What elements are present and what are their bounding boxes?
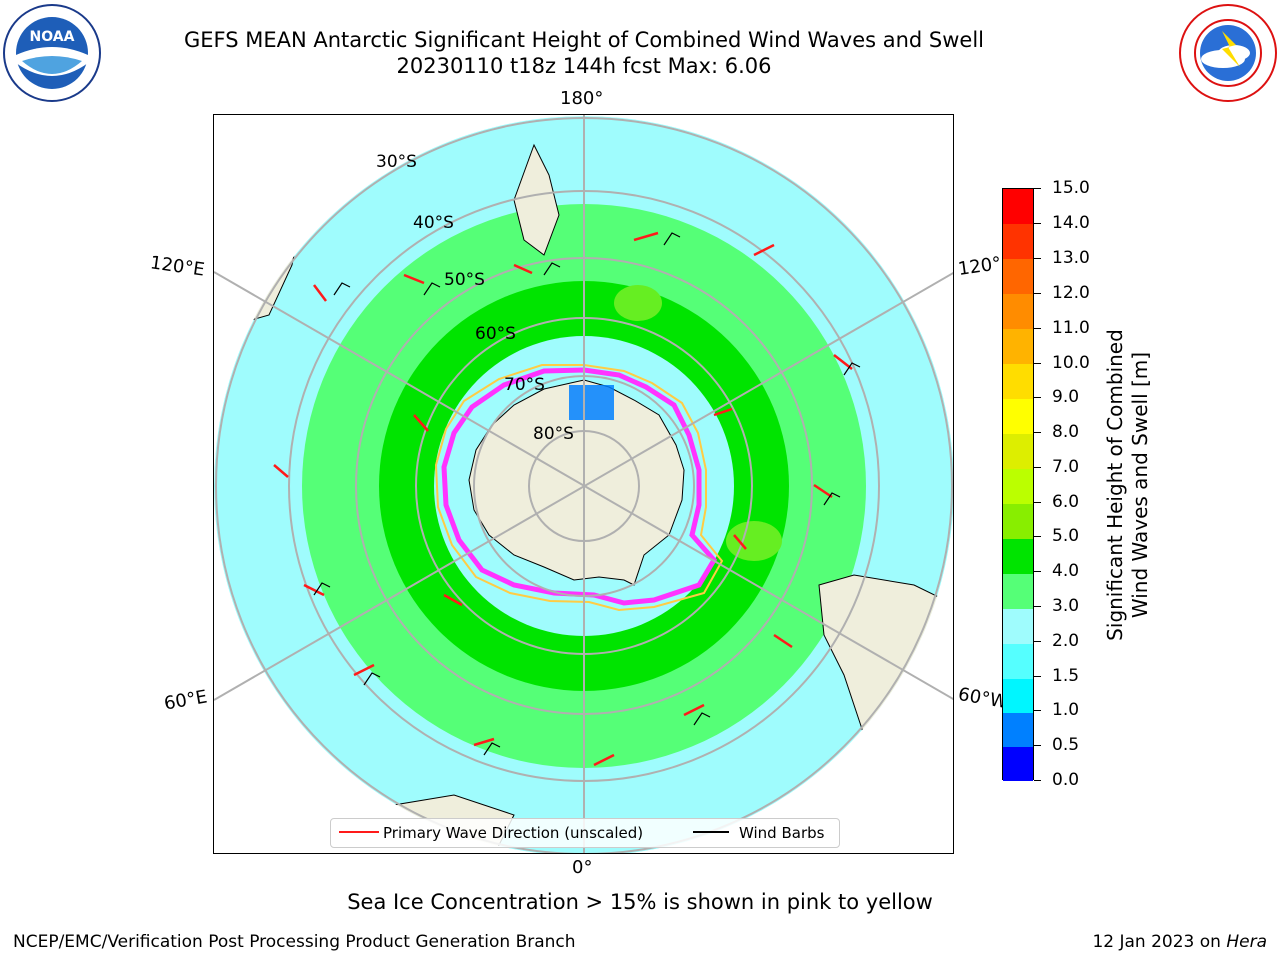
wind-barbs (313, 232, 861, 756)
lat-label-50s: 50°S (444, 270, 485, 290)
cbar-tick: 15.0 (1034, 180, 1090, 197)
polar-map (214, 115, 953, 853)
cbar-tick: 0.5 (1034, 737, 1079, 754)
colorbar-label: Significant Height of Combined Wind Wave… (1103, 329, 1152, 641)
lon-label-120w: 120° (956, 253, 1003, 280)
cbar-tick: 13.0 (1034, 250, 1090, 267)
lon-label-60e: 60°E (162, 686, 209, 715)
footer-date: 12 Jan 2023 on (1092, 932, 1227, 952)
cbar-tick: 0.0 (1034, 772, 1079, 789)
title-line-1: GEFS MEAN Antarctic Significant Height o… (183, 28, 985, 52)
wave-peak-area-2 (726, 521, 782, 561)
wind-barbs-label: Wind Barbs (739, 824, 825, 842)
primary-wave-label: Primary Wave Direction (unscaled) (383, 824, 644, 842)
lon-label-180: 180° (560, 88, 604, 109)
cbar-tick: 12.0 (1034, 285, 1090, 302)
sea-ice-yellow (434, 364, 724, 612)
lon-label-0: 0° (572, 857, 593, 878)
lat-label-70s: 70°S (504, 375, 545, 395)
cbar-tick: 5.0 (1034, 528, 1079, 545)
footer-right: 12 Jan 2023 on Hera (1092, 932, 1267, 952)
footer-machine: Hera (1226, 932, 1267, 952)
lat-label-60s: 60°S (475, 324, 516, 344)
cbar-tick: 8.0 (1034, 424, 1079, 441)
cbar-tick: 6.0 (1034, 494, 1079, 511)
primary-wave-swatch (339, 831, 379, 833)
nws-logo (1179, 4, 1277, 102)
graticule (214, 115, 953, 853)
cbar-tick: 10.0 (1034, 355, 1090, 372)
cbar-tick: 1.5 (1034, 668, 1079, 685)
title-line-2: 20230110 t18z 144h fcst Max: 6.06 (396, 54, 772, 78)
lat-label-40s: 40°S (413, 213, 454, 233)
noaa-logo-text: NOAA (30, 29, 75, 45)
cbar-tick: 7.0 (1034, 459, 1079, 476)
cbar-tick: 3.0 (1034, 598, 1079, 615)
cbar-tick: 11.0 (1034, 320, 1090, 337)
cbar-tick: 2.0 (1034, 633, 1079, 650)
map-legend: Primary Wave Direction (unscaled) Wind B… (330, 818, 840, 848)
cbar-tick: 1.0 (1034, 702, 1079, 719)
lat-label-30s: 30°S (376, 152, 417, 172)
colorbar (1002, 188, 1034, 781)
cbar-tick: 4.0 (1034, 563, 1079, 580)
sea-ice-note: Sea Ice Concentration > 15% is shown in … (347, 890, 933, 914)
wind-barbs-swatch (693, 831, 729, 833)
cbar-tick: 14.0 (1034, 215, 1090, 232)
wave-peak-area (614, 285, 662, 321)
map-panel[interactable] (213, 114, 954, 854)
sea-ice-edge (441, 367, 718, 606)
noaa-logo: NOAA (3, 4, 101, 102)
footer-left: NCEP/EMC/Verification Post Processing Pr… (13, 932, 576, 952)
lat-label-80s: 80°S (533, 424, 574, 444)
cbar-tick: 9.0 (1034, 389, 1079, 406)
low-wave-patch (569, 385, 614, 420)
lon-label-120e: 120°E (148, 252, 206, 281)
